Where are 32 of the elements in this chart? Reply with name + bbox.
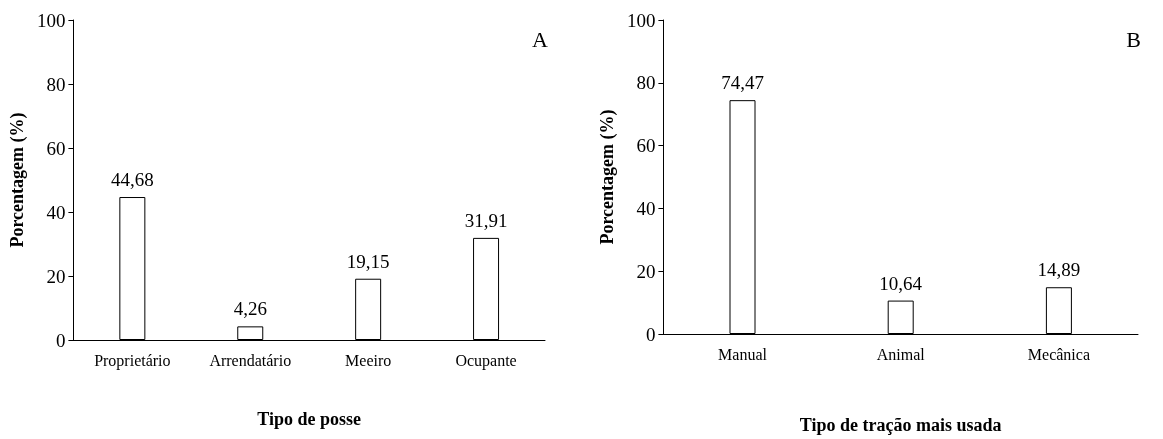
y-tick-label: 0 bbox=[645, 323, 656, 345]
x-axis-title: Tipo de tração mais usada bbox=[799, 415, 1002, 435]
x-axis-title: Tipo de posse bbox=[257, 409, 362, 429]
y-tick-label: 80 bbox=[46, 73, 66, 95]
y-tick-label: 20 bbox=[636, 260, 656, 282]
y-tick-label: 100 bbox=[626, 9, 656, 31]
x-tick-label: Meeiro bbox=[345, 351, 392, 369]
data-label: 4,26 bbox=[233, 298, 267, 320]
y-tick-label: 100 bbox=[36, 9, 66, 31]
y-tick-label: 60 bbox=[636, 135, 656, 157]
x-tick-label: Mecânica bbox=[1027, 345, 1090, 363]
data-label: 14,89 bbox=[1037, 259, 1081, 281]
x-tick-label: Proprietário bbox=[94, 351, 171, 370]
y-tick-label: 80 bbox=[636, 72, 656, 94]
x-tick-label: Arrendatário bbox=[209, 351, 292, 369]
y-tick-label: 0 bbox=[55, 329, 66, 351]
annotation: B bbox=[1126, 26, 1142, 52]
data-label: 44,68 bbox=[110, 169, 154, 191]
y-tick-label: 40 bbox=[46, 201, 66, 223]
data-label: 31,91 bbox=[464, 209, 508, 231]
data-label: 10,64 bbox=[879, 272, 923, 294]
x-tick-label: Manual bbox=[718, 345, 768, 363]
y-tick-label: 20 bbox=[46, 265, 66, 287]
y-axis-title: Porcentagem (%) bbox=[7, 112, 28, 248]
y-tick-label: 60 bbox=[46, 137, 66, 159]
x-tick-label: Ocupante bbox=[455, 351, 517, 370]
data-label: 19,15 bbox=[346, 250, 390, 272]
y-tick-label: 40 bbox=[636, 197, 656, 219]
annotation: A bbox=[532, 26, 549, 52]
y-axis-title: Porcentagem (%) bbox=[597, 109, 618, 245]
data-label: 74,47 bbox=[721, 72, 764, 94]
x-tick-label: Animal bbox=[876, 345, 926, 363]
